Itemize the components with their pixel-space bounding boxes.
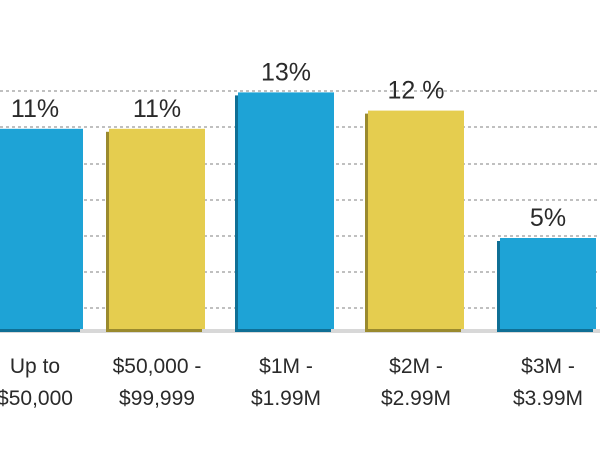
category-label: $99,999 (119, 387, 195, 410)
category-label: $3M - (521, 355, 575, 378)
category-label: $3.99M (513, 387, 583, 410)
data-labels: 11% 11% 13% 12 % 5% (11, 58, 566, 232)
bars (0, 92, 596, 333)
category-label: $2.99M (381, 387, 451, 410)
category-labels: Up to $50,000 $50,000 - $99,999 $1M - $1.99M $… (0, 355, 583, 410)
bar (238, 92, 334, 330)
data-label: 11% (11, 95, 59, 123)
category-label: $1M - (259, 355, 313, 378)
bar (368, 110, 464, 329)
category-label: $1.99M (251, 387, 321, 410)
bar (0, 128, 83, 329)
data-label: 13% (261, 58, 311, 86)
category-label: $50,000 (0, 387, 73, 410)
category-label: $50,000 - (113, 355, 202, 378)
data-label: 11% (133, 95, 181, 123)
category-label: $2M - (389, 355, 443, 378)
data-label: 12 % (388, 77, 445, 105)
category-label: Up to (10, 355, 60, 378)
bar (500, 238, 596, 329)
bar (109, 128, 205, 329)
data-label: 5% (530, 204, 566, 232)
